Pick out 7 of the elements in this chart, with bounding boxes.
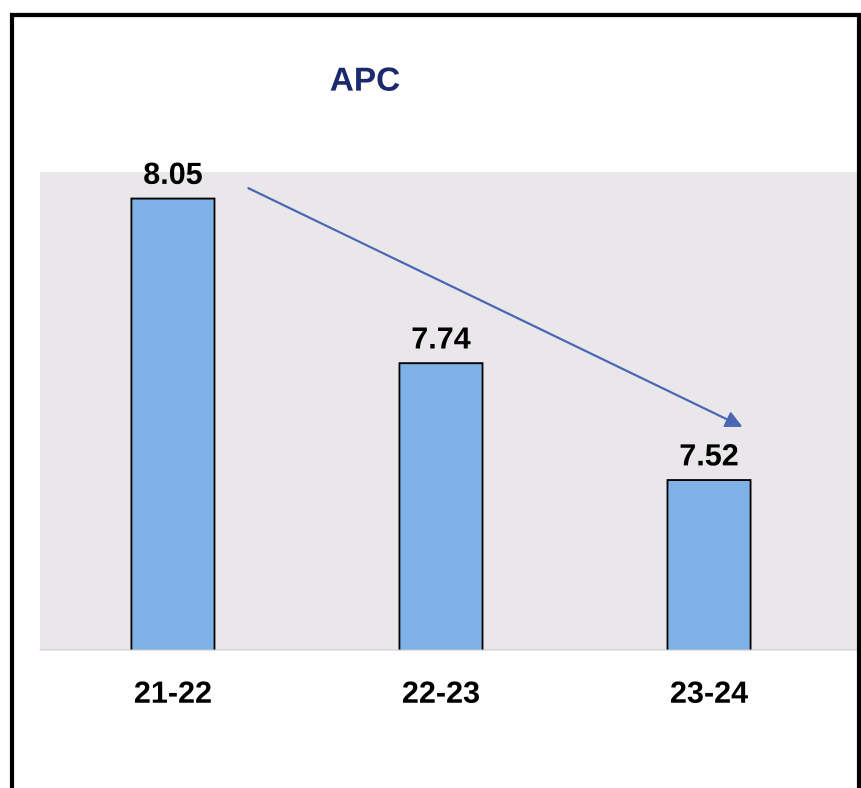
x-tick-label: 21-22 bbox=[134, 681, 211, 703]
chart-title: APC bbox=[330, 67, 400, 91]
x-tick-label: 23-24 bbox=[671, 681, 748, 704]
x-tick-label: 22-23 bbox=[402, 681, 479, 704]
data-label: 8.05 bbox=[144, 162, 202, 184]
data-label: 7.52 bbox=[680, 444, 738, 466]
data-label: 7.74 bbox=[412, 328, 471, 349]
